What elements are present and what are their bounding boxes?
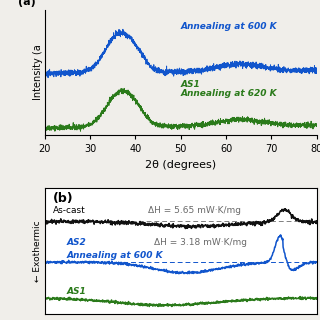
Text: ΔH = 3.18 mW·K/mg: ΔH = 3.18 mW·K/mg xyxy=(154,237,247,246)
Text: AS1: AS1 xyxy=(181,80,201,89)
Text: Annealing at 600 K: Annealing at 600 K xyxy=(67,251,163,260)
X-axis label: 2θ (degrees): 2θ (degrees) xyxy=(145,160,216,170)
Text: AS1: AS1 xyxy=(67,286,86,295)
Text: (b): (b) xyxy=(53,192,74,205)
Text: As-cast: As-cast xyxy=(53,206,86,215)
Text: ΔH = 5.65 mW·K/mg: ΔH = 5.65 mW·K/mg xyxy=(148,206,241,215)
Y-axis label: Intensity (a: Intensity (a xyxy=(33,44,44,100)
Y-axis label: ← Exothermic: ← Exothermic xyxy=(33,220,42,282)
Text: Annealing at 620 K: Annealing at 620 K xyxy=(181,89,277,98)
Text: Annealing at 600 K: Annealing at 600 K xyxy=(181,21,277,30)
Text: AS2: AS2 xyxy=(67,237,86,246)
Text: (a): (a) xyxy=(18,0,35,7)
